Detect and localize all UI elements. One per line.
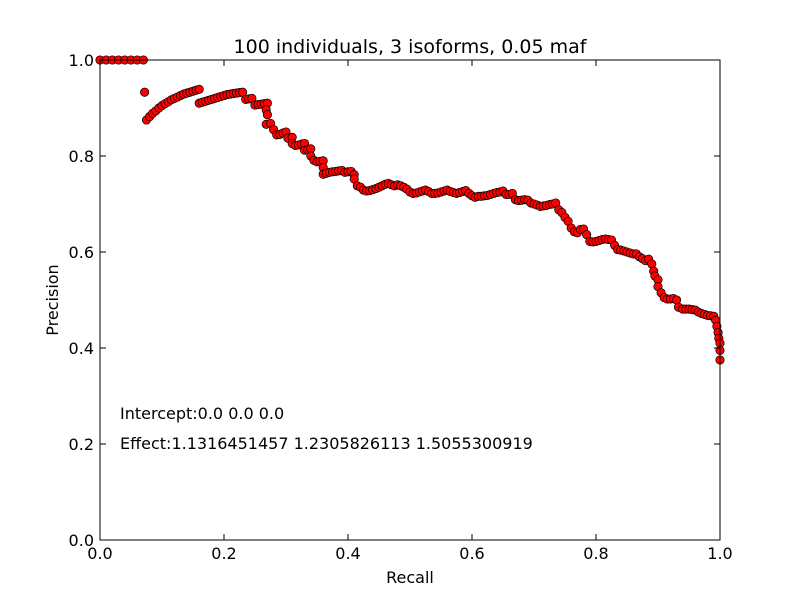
x-tick-label: 0.2 xyxy=(211,544,236,563)
y-axis-ticks: 0.0 0.2 0.4 0.6 0.8 1.0 xyxy=(69,51,720,550)
y-tick-label: 0.0 xyxy=(69,531,94,550)
x-tick-label: 0.6 xyxy=(459,544,484,563)
y-tick-label: 0.8 xyxy=(69,147,94,166)
x-axis-ticks: 0.0 0.2 0.4 0.6 0.8 1.0 xyxy=(87,60,733,563)
x-tick-label: 1.0 xyxy=(707,544,732,563)
y-tick-label: 1.0 xyxy=(69,51,94,70)
y-tick-label: 0.4 xyxy=(69,339,94,358)
y-axis-label: Precision xyxy=(43,264,62,335)
chart-title: 100 individuals, 3 isoforms, 0.05 maf xyxy=(234,36,588,58)
y-tick-label: 0.2 xyxy=(69,435,94,454)
y-tick-label: 0.6 xyxy=(69,243,94,262)
x-tick-label: 0.0 xyxy=(87,544,112,563)
x-axis-label: Recall xyxy=(386,568,434,587)
data-point xyxy=(140,87,150,97)
data-point xyxy=(194,84,204,94)
plot-frame xyxy=(99,59,721,541)
data-point xyxy=(262,110,272,120)
x-tick-label: 0.8 xyxy=(583,544,608,563)
intercept-annotation: Intercept:0.0 0.0 0.0 xyxy=(120,404,284,423)
x-tick-label: 0.4 xyxy=(335,544,360,563)
scatter-points xyxy=(95,55,725,365)
effect-annotation: Effect:1.1316451457 1.2305826113 1.50553… xyxy=(120,434,533,453)
